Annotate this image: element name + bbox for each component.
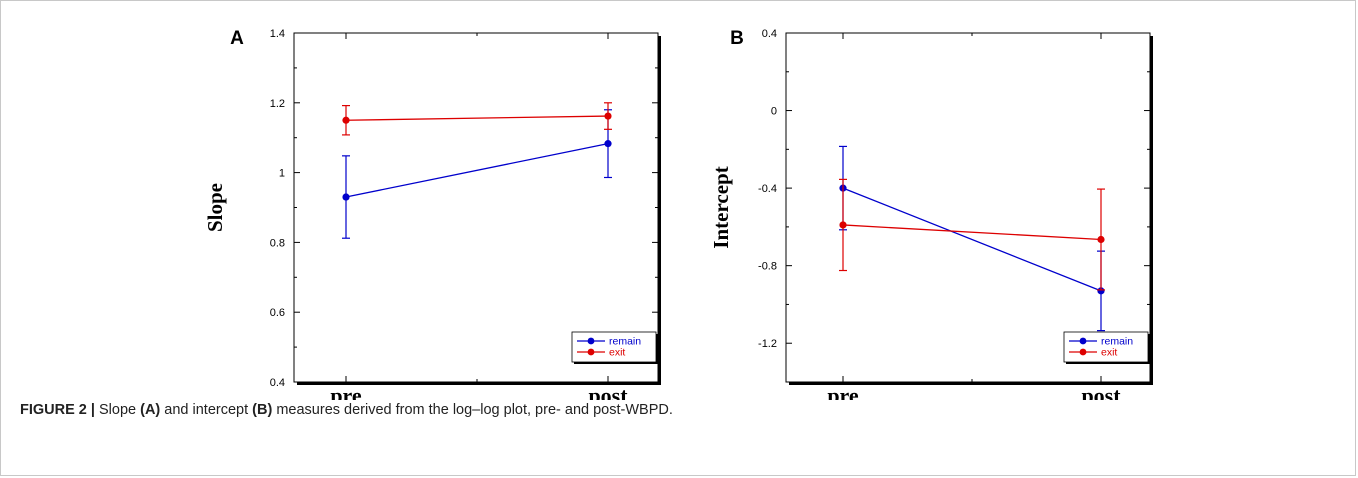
y-tick-label: 0.6 <box>270 307 285 319</box>
y-axis-label: Intercept <box>709 166 733 248</box>
series-line <box>345 142 609 198</box>
y-tick-label: 0 <box>771 106 777 118</box>
data-point <box>1097 235 1105 244</box>
data-point <box>604 140 612 148</box>
legend-label: remain <box>609 336 641 348</box>
plot-frame <box>785 32 1151 383</box>
legend-box <box>1063 331 1149 363</box>
data-point <box>604 112 612 120</box>
caption-label: FIGURE 2 | <box>20 402 95 418</box>
data-point <box>342 116 350 124</box>
figure-caption: FIGURE 2 | Slope (A) and intercept (B) m… <box>20 402 673 418</box>
y-tick-label: -1.2 <box>758 338 777 350</box>
y-tick-label: -0.8 <box>758 261 777 273</box>
y-tick-label: 1.2 <box>270 98 285 110</box>
x-tick-label: post <box>588 383 628 400</box>
legend-label: exit <box>1101 347 1117 359</box>
legend-marker <box>587 348 595 356</box>
y-tick-label: -0.4 <box>758 183 777 195</box>
legend-marker <box>587 337 595 345</box>
caption-ref-a: (A) <box>140 402 161 418</box>
data-point <box>839 221 847 229</box>
x-tick-label: pre <box>827 383 859 400</box>
series-line <box>842 187 1102 292</box>
x-tick-label: pre <box>330 383 362 400</box>
caption-text: measures derived from the log–log plot, … <box>272 402 673 418</box>
legend-label: remain <box>1101 336 1133 348</box>
caption-ref-b: (B) <box>252 402 273 418</box>
caption-text: Slope <box>94 402 141 418</box>
data-point <box>1097 287 1105 295</box>
legend-label: exit <box>609 347 625 359</box>
caption-text: and intercept <box>160 402 253 418</box>
legend-marker <box>1079 348 1087 356</box>
panel-label: B <box>730 28 744 49</box>
series-line <box>345 115 609 121</box>
y-tick-label: 0.4 <box>762 28 777 40</box>
y-tick-label: 0.8 <box>270 237 285 249</box>
x-tick-label: post <box>1081 383 1121 400</box>
plot-frame <box>293 32 659 383</box>
y-tick-label: 0.4 <box>270 377 285 389</box>
data-point <box>342 193 350 201</box>
y-tick-label: 1 <box>279 168 285 180</box>
legend-box <box>571 331 657 363</box>
y-axis-label: Slope <box>203 183 227 232</box>
legend-marker <box>1079 337 1087 345</box>
series-line <box>842 224 1102 241</box>
y-tick-label: 1.4 <box>270 28 285 40</box>
panel-b: B -1.2 -0.8 -0.4 0 0.4 pre post Intercept remaine… <box>709 28 1153 400</box>
panel-label: A <box>230 28 244 49</box>
